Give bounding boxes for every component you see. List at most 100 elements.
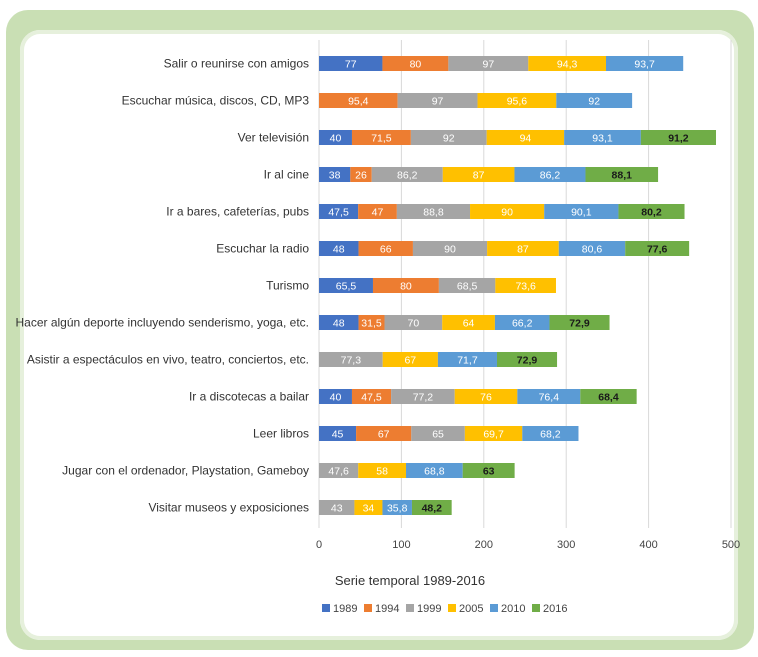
data-label: 26	[355, 170, 367, 182]
x-tick-label: 500	[722, 539, 740, 551]
data-label: 64	[463, 318, 475, 330]
bar-segment	[558, 241, 626, 256]
category-label: Visitar museos y exposiciones	[148, 501, 309, 515]
legend-entry: 1989	[333, 603, 357, 615]
category-label: Ir a discotecas a bailar	[189, 390, 309, 404]
bar-segment	[470, 204, 545, 219]
bar-segment	[549, 315, 610, 330]
bar-segment	[448, 56, 529, 71]
bar-segment	[397, 93, 478, 108]
bar-segment	[496, 352, 558, 367]
data-label: 63	[483, 466, 495, 478]
bar-segment	[410, 130, 487, 145]
data-label: 34	[363, 503, 375, 515]
data-label: 43	[331, 503, 343, 515]
data-label: 66	[380, 244, 392, 256]
bar-segment	[319, 130, 352, 145]
bar-segment	[528, 56, 606, 71]
bar-segment	[371, 167, 443, 182]
data-label: 95,4	[348, 96, 369, 108]
data-label: 92	[588, 96, 600, 108]
data-label: 68,8	[424, 466, 445, 478]
data-label: 87	[517, 244, 529, 256]
bar-segment	[372, 278, 439, 293]
data-label: 38	[329, 170, 341, 182]
bar-segment	[319, 241, 359, 256]
data-label: 97	[482, 59, 494, 71]
legend-entry: 2016	[543, 603, 567, 615]
category-label: Escuchar música, discos, CD, MP3	[122, 94, 310, 108]
legend-swatch	[490, 604, 498, 612]
data-label: 47,5	[361, 392, 382, 404]
bar-segment	[358, 463, 407, 478]
data-label: 70	[408, 318, 420, 330]
data-label: 48	[333, 244, 345, 256]
bar-segment	[319, 278, 373, 293]
data-label: 72,9	[569, 318, 590, 330]
bars: 77 80 97 94,3 93,7 95,4 97 95,6 92 40 71,5 92 94 93,1…	[319, 56, 717, 515]
x-tick-label: 200	[475, 539, 493, 551]
data-label: 48	[333, 318, 345, 330]
legend-entry: 1994	[375, 603, 399, 615]
bar-segment	[442, 167, 515, 182]
bar-segment	[514, 167, 586, 182]
data-label: 87	[473, 170, 485, 182]
bar-segment	[396, 204, 471, 219]
data-label: 71,5	[371, 133, 392, 145]
data-label: 47,6	[328, 466, 349, 478]
data-label: 92	[443, 133, 455, 145]
bar-segment	[358, 241, 413, 256]
data-label: 67	[378, 429, 390, 441]
category-label: Ver televisión	[238, 131, 309, 145]
data-label: 76	[480, 392, 492, 404]
bar-segment	[319, 204, 359, 219]
data-label: 91,2	[668, 133, 689, 145]
data-label: 31,5	[361, 318, 382, 330]
data-label: 67	[404, 355, 416, 367]
data-label: 77,6	[647, 244, 668, 256]
data-label: 77,2	[413, 392, 434, 404]
category-label: Escuchar la radio	[216, 242, 309, 256]
data-label: 58	[376, 466, 388, 478]
data-label: 88,8	[423, 207, 444, 219]
data-label: 94,3	[557, 59, 578, 71]
bar-segment	[350, 167, 372, 182]
bar-segment	[462, 463, 515, 478]
bar-segment	[517, 389, 581, 404]
bar-segment	[625, 241, 690, 256]
bar-segment	[319, 56, 383, 71]
x-tick-labels: 0 100 200 300 400 500	[316, 539, 740, 551]
bar-segment	[351, 389, 392, 404]
data-label: 68,2	[540, 429, 561, 441]
category-label: Salir o reunirse con amigos	[164, 57, 309, 71]
bar-segment	[580, 389, 637, 404]
data-label: 40	[330, 133, 342, 145]
legend-swatch	[322, 604, 330, 612]
bar-segment	[358, 204, 397, 219]
bar-segment	[319, 500, 355, 515]
bar-segment	[495, 278, 556, 293]
x-tick-label: 400	[639, 539, 657, 551]
bar-segment	[382, 500, 412, 515]
bar-segment	[564, 130, 641, 145]
bar-segment	[486, 130, 565, 145]
bar-segment	[319, 426, 357, 441]
bar-segment	[319, 93, 398, 108]
data-label: 77,3	[341, 355, 362, 367]
bar-segment	[354, 500, 383, 515]
legend-swatch	[448, 604, 456, 612]
x-tick-label: 0	[316, 539, 322, 551]
bar-segment	[494, 315, 550, 330]
bar-segment	[585, 167, 659, 182]
legend-swatch	[532, 604, 540, 612]
data-label: 48,2	[422, 503, 443, 515]
category-label: Ir al cine	[264, 168, 310, 182]
data-label: 68,4	[598, 392, 619, 404]
bar-segment	[319, 352, 383, 367]
category-label: Hacer algún deporte incluyendo senderism…	[15, 316, 309, 330]
bar-segment	[319, 463, 359, 478]
data-label: 90	[444, 244, 456, 256]
data-label: 90,1	[571, 207, 592, 219]
data-label: 68,5	[457, 281, 478, 293]
